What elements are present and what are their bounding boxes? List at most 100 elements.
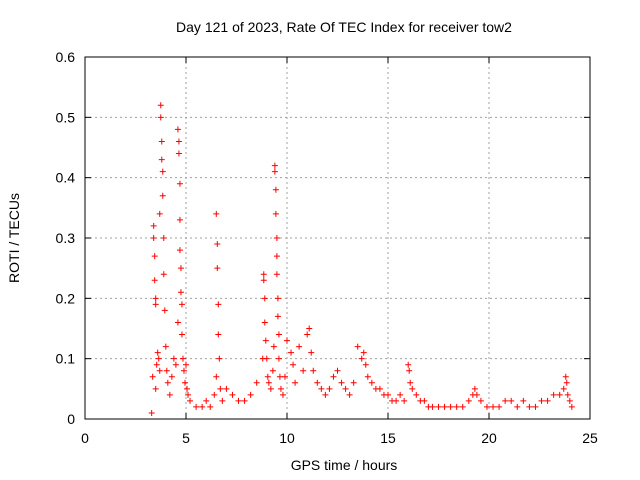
data-point <box>326 385 333 392</box>
data-point <box>274 295 281 302</box>
x-tick-label: 10 <box>279 430 295 446</box>
data-point <box>292 379 299 386</box>
data-point <box>338 379 345 386</box>
data-point <box>151 277 158 284</box>
x-tick-label: 0 <box>81 430 89 446</box>
data-point <box>563 379 570 386</box>
data-point <box>207 403 214 410</box>
data-point <box>155 355 162 362</box>
data-point <box>181 379 188 386</box>
data-point <box>364 373 371 380</box>
data-point <box>360 349 367 356</box>
data-point <box>267 385 274 392</box>
data-point <box>405 361 412 368</box>
data-point <box>483 403 490 410</box>
data-point <box>334 367 341 374</box>
data-point <box>262 337 269 344</box>
data-point <box>447 403 454 410</box>
data-point <box>421 397 428 404</box>
data-point <box>215 331 222 338</box>
data-point <box>508 397 515 404</box>
data-point <box>376 385 383 392</box>
data-point <box>152 301 159 308</box>
data-point <box>560 385 567 392</box>
data-point <box>306 325 313 332</box>
data-point <box>178 331 185 338</box>
y-tick-label: 0.2 <box>56 290 76 306</box>
data-point <box>342 385 349 392</box>
data-point <box>235 397 242 404</box>
data-point <box>477 397 484 404</box>
data-point <box>566 397 573 404</box>
data-point <box>272 186 279 193</box>
data-point <box>564 391 571 398</box>
chart-title: Day 121 of 2023, Rate Of TEC Index for r… <box>176 19 512 35</box>
x-tick-label: 15 <box>380 430 396 446</box>
y-tick-label: 0.5 <box>56 109 76 125</box>
data-point <box>473 391 480 398</box>
data-point <box>413 391 420 398</box>
x-tick-label: 20 <box>481 430 497 446</box>
x-axis-label: GPS time / hours <box>291 457 398 473</box>
data-point <box>273 235 280 241</box>
data-point <box>158 156 165 163</box>
data-point <box>520 397 527 404</box>
data-point <box>322 391 329 398</box>
data-point <box>263 355 270 362</box>
data-point <box>269 367 276 374</box>
data-point <box>217 385 224 392</box>
data-point <box>148 409 155 416</box>
y-tick-label: 0.6 <box>56 49 76 65</box>
y-tick-label: 0 <box>67 411 75 427</box>
data-point <box>453 403 460 410</box>
grid-lines <box>85 57 590 419</box>
data-point <box>149 373 156 380</box>
data-point <box>465 397 472 404</box>
data-point <box>471 385 478 392</box>
data-point <box>281 373 288 380</box>
data-point <box>176 216 183 223</box>
axis-ticks <box>84 56 591 420</box>
data-point <box>354 343 361 350</box>
data-point <box>304 331 311 338</box>
data-point <box>264 373 271 380</box>
data-point <box>435 403 442 410</box>
data-point <box>429 403 436 410</box>
data-point <box>164 379 171 386</box>
data-point <box>150 235 157 241</box>
data-point <box>172 361 179 368</box>
data-point <box>397 391 404 398</box>
data-point <box>153 361 160 368</box>
data-point <box>284 337 290 344</box>
data-point <box>215 301 222 308</box>
data-point <box>296 343 303 350</box>
data-point <box>562 373 569 380</box>
data-point <box>409 385 416 392</box>
data-point <box>174 126 181 133</box>
data-point <box>152 385 159 392</box>
data-point <box>538 397 545 404</box>
data-point <box>223 385 230 392</box>
data-point <box>556 391 563 398</box>
data-point <box>162 343 169 350</box>
data-point <box>161 307 168 314</box>
data-point <box>290 361 297 368</box>
data-point <box>550 391 557 398</box>
x-tick-label: 25 <box>582 430 598 446</box>
data-point <box>401 397 408 404</box>
data-point <box>273 271 280 278</box>
data-point <box>314 379 321 386</box>
data-point <box>385 391 391 398</box>
data-point <box>247 391 254 398</box>
data-point <box>310 367 317 374</box>
data-point <box>407 379 414 386</box>
axis-tick-labels: 0 0.1 0.2 0.3 0.4 0.5 0.6 0 5 10 15 20 25 <box>56 49 598 446</box>
data-point <box>496 403 503 410</box>
data-point <box>350 379 357 386</box>
data-point <box>300 367 307 374</box>
data-point <box>459 403 466 410</box>
data-point <box>318 385 325 392</box>
data-point <box>187 397 194 404</box>
data-point <box>176 180 183 187</box>
data-point <box>272 210 279 217</box>
